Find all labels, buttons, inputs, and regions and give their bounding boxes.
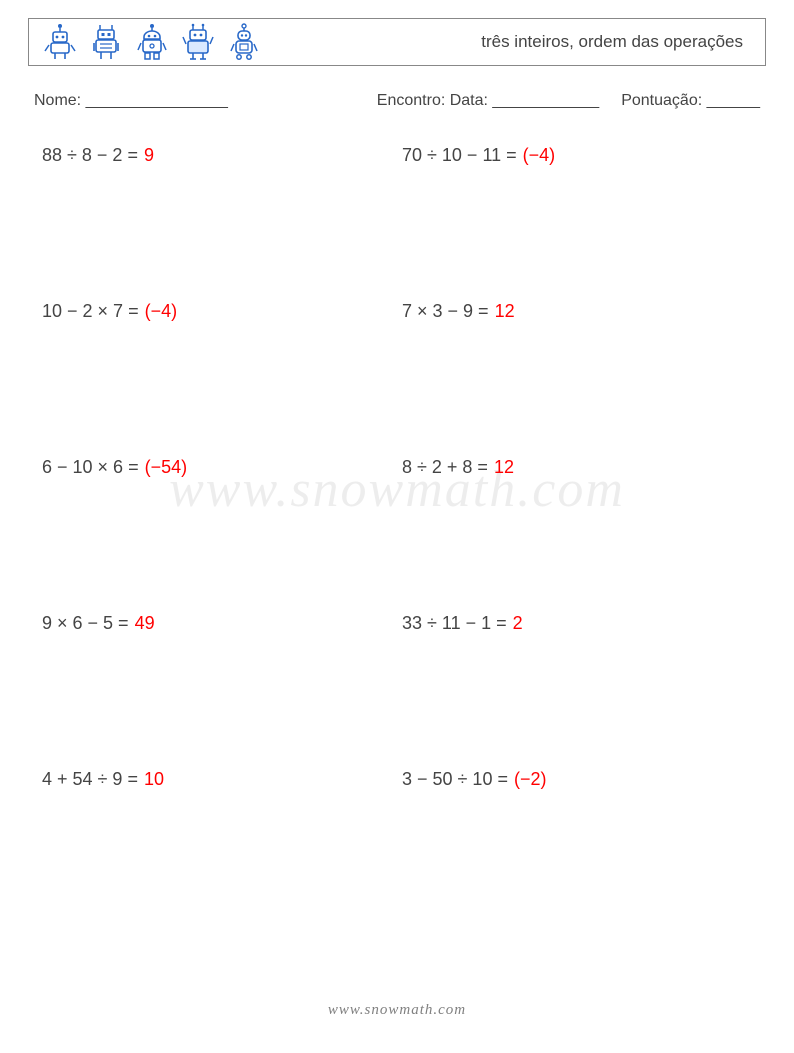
answer: 2	[513, 613, 523, 634]
expression: 4 + 54 ÷ 9 =	[42, 769, 138, 790]
problem-cell: 70 ÷ 10 − 11 = (−4)	[392, 145, 752, 166]
expression: 7 × 3 − 9 =	[402, 301, 489, 322]
problem-cell: 10 − 2 × 7 = (−4)	[42, 301, 392, 322]
answer: (−4)	[523, 145, 556, 166]
problems-grid: 88 ÷ 8 − 2 = 9 70 ÷ 10 − 11 = (−4) 10 − …	[42, 145, 752, 925]
expression: 88 ÷ 8 − 2 =	[42, 145, 138, 166]
problem-cell: 7 × 3 − 9 = 12	[392, 301, 752, 322]
problem-cell: 3 − 50 ÷ 10 = (−2)	[392, 769, 752, 790]
robot-icon	[89, 23, 123, 61]
expression: 70 ÷ 10 − 11 =	[402, 145, 517, 166]
problem-cell: 9 × 6 − 5 = 49	[42, 613, 392, 634]
expression: 3 − 50 ÷ 10 =	[402, 769, 508, 790]
header-box: três inteiros, ordem das operações	[28, 18, 766, 66]
answer: 9	[144, 145, 154, 166]
problem-row: 6 − 10 × 6 = (−54) 8 ÷ 2 + 8 = 12	[42, 457, 752, 613]
worksheet-title: três inteiros, ordem das operações	[481, 32, 751, 52]
expression: 8 ÷ 2 + 8 =	[402, 457, 488, 478]
robot-icon	[43, 23, 77, 61]
problem-row: 4 + 54 ÷ 9 = 10 3 − 50 ÷ 10 = (−2)	[42, 769, 752, 925]
problem-cell: 8 ÷ 2 + 8 = 12	[392, 457, 752, 478]
info-row: Nome: ________________ Encontro: Data: _…	[34, 92, 760, 110]
expression: 6 − 10 × 6 =	[42, 457, 139, 478]
robot-icon	[181, 23, 215, 61]
answer: 10	[144, 769, 164, 790]
footer-url: www.snowmath.com	[0, 1002, 794, 1019]
problem-row: 10 − 2 × 7 = (−4) 7 × 3 − 9 = 12	[42, 301, 752, 457]
answer: 49	[135, 613, 155, 634]
answer: 12	[495, 301, 515, 322]
expression: 33 ÷ 11 − 1 =	[402, 613, 507, 634]
problem-row: 9 × 6 − 5 = 49 33 ÷ 11 − 1 = 2	[42, 613, 752, 769]
problem-cell: 88 ÷ 8 − 2 = 9	[42, 145, 392, 166]
robot-icon-row	[43, 23, 261, 61]
problem-cell: 33 ÷ 11 − 1 = 2	[392, 613, 752, 634]
robot-icon	[135, 23, 169, 61]
expression: 9 × 6 − 5 =	[42, 613, 129, 634]
answer: (−54)	[145, 457, 188, 478]
problem-row: 88 ÷ 8 − 2 = 9 70 ÷ 10 − 11 = (−4)	[42, 145, 752, 301]
answer: 12	[494, 457, 514, 478]
problem-cell: 6 − 10 × 6 = (−54)	[42, 457, 392, 478]
answer: (−4)	[145, 301, 178, 322]
score-field: Pontuação: ______	[621, 92, 760, 110]
robot-icon	[227, 23, 261, 61]
answer: (−2)	[514, 769, 547, 790]
problem-cell: 4 + 54 ÷ 9 = 10	[42, 769, 392, 790]
info-right: Encontro: Data: ____________ Pontuação: …	[377, 92, 760, 110]
date-field: Encontro: Data: ____________	[377, 92, 599, 110]
expression: 10 − 2 × 7 =	[42, 301, 139, 322]
name-field: Nome: ________________	[34, 92, 228, 110]
